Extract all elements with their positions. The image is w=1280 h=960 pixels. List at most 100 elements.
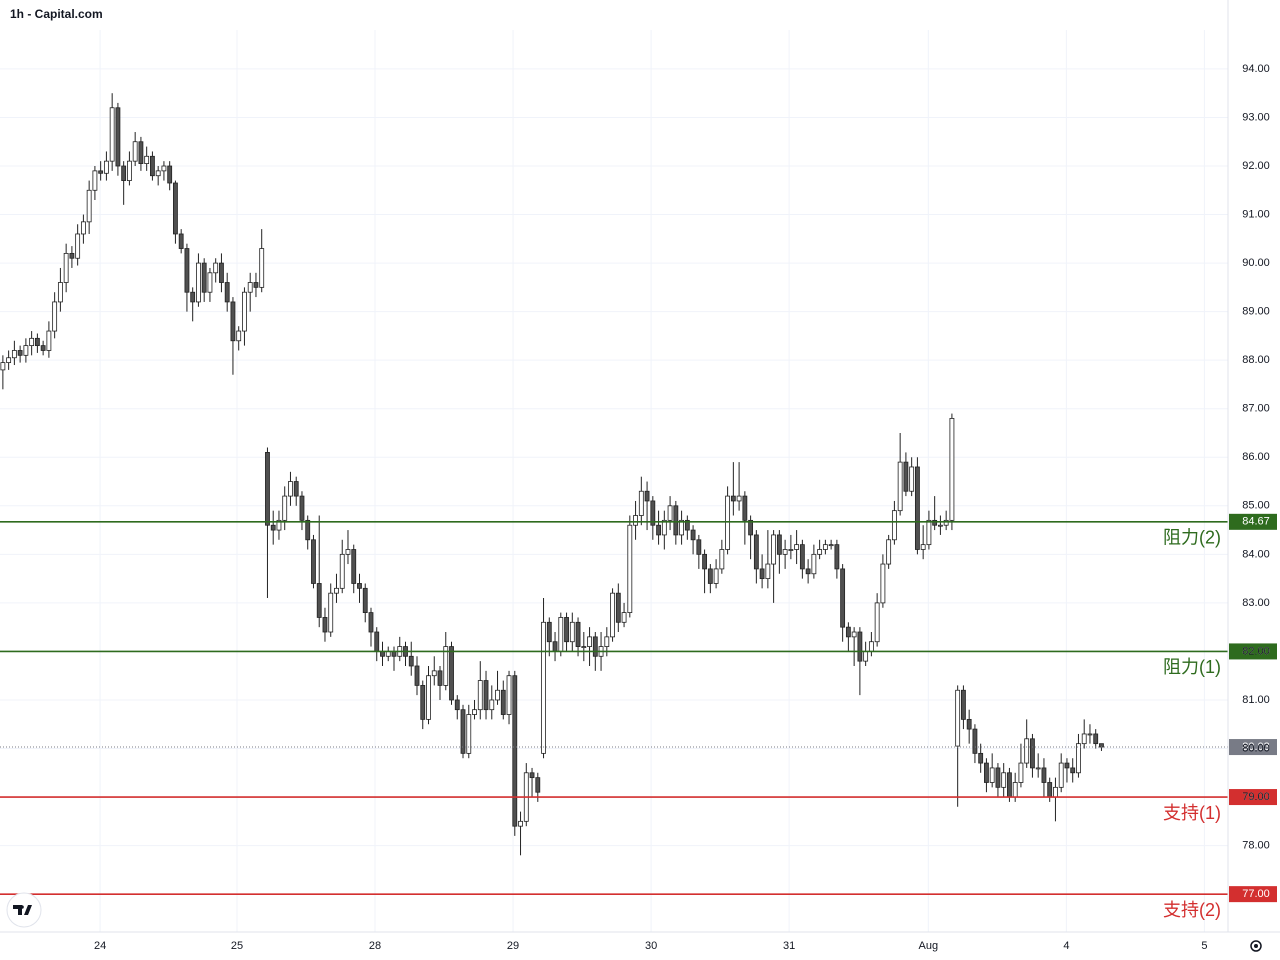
candle-body (903, 461, 909, 492)
x-tick-label: 5 (1201, 940, 1207, 952)
candle-body (454, 699, 460, 711)
x-tick-label: 30 (645, 940, 657, 952)
settings-icon[interactable] (1250, 940, 1262, 952)
candle-body (247, 282, 253, 293)
candle-body (920, 544, 926, 550)
candle-body (886, 539, 892, 565)
candle-body (581, 646, 587, 648)
candle-body (638, 490, 644, 516)
candle-body (109, 107, 115, 162)
candle-body (207, 272, 213, 293)
candle-body (270, 524, 276, 531)
candle-body (840, 568, 846, 628)
candle-body (500, 689, 506, 715)
candle-body (736, 495, 742, 502)
candle-body (253, 282, 259, 288)
candle-body (753, 534, 759, 570)
candle-body (334, 587, 339, 594)
candle-body (115, 107, 121, 167)
candle-body (627, 524, 633, 613)
candle-body (914, 466, 920, 550)
candle-body (357, 583, 362, 589)
candle-body (443, 646, 449, 686)
y-tick-label: 78.00 (1242, 840, 1270, 852)
y-tick-label: 83.00 (1242, 597, 1270, 609)
candle-body (80, 221, 86, 235)
candle-body (512, 675, 518, 827)
candle-body (282, 495, 288, 521)
candle-body (782, 549, 788, 555)
candle-body (552, 641, 558, 652)
candle-body (1007, 772, 1012, 798)
candle-body (6, 357, 12, 364)
candle-body (984, 762, 989, 783)
candle-body (621, 612, 627, 623)
candle-body (69, 252, 75, 259)
candle-body (351, 549, 357, 584)
candle-body (558, 617, 564, 652)
candle-body (874, 602, 880, 643)
candle-body (144, 155, 150, 164)
candle-body (943, 519, 949, 526)
candle-body (673, 505, 679, 536)
candle-body (863, 651, 869, 662)
candle-body (759, 568, 765, 580)
candle-body (420, 685, 426, 720)
candle-body (1058, 762, 1064, 788)
candle-body (17, 350, 23, 356)
level-name: 阻力(2) (1163, 528, 1221, 548)
candle-body (633, 515, 638, 526)
candle-body (495, 689, 500, 701)
candle-body (52, 301, 58, 332)
x-tick-label: 29 (507, 940, 519, 952)
candle-body (955, 689, 961, 747)
candle-body (489, 699, 495, 711)
level-price-box (1229, 513, 1277, 530)
candle-body (132, 141, 138, 162)
candle-body (932, 519, 938, 526)
candle-body (546, 621, 552, 643)
candle-body (224, 282, 230, 303)
candle-body (1030, 738, 1035, 769)
x-tick-label: Aug (919, 940, 939, 952)
x-tick-label: 24 (94, 940, 106, 952)
x-tick-label: 25 (231, 940, 243, 952)
candle-body (161, 165, 167, 172)
candle-body (86, 189, 92, 223)
y-tick-label: 90.00 (1242, 257, 1270, 269)
candle-body (719, 549, 725, 570)
candle-body (57, 282, 63, 303)
candle-body (702, 553, 708, 570)
candle-body (138, 141, 144, 164)
candle-body (11, 350, 17, 359)
candle-body (805, 568, 811, 575)
candle-body (667, 505, 673, 521)
candle-body (483, 680, 489, 711)
candle-body (477, 680, 483, 711)
candle-body (817, 549, 823, 555)
candle-body (1018, 762, 1024, 783)
candle-body (518, 820, 523, 827)
candle-body (103, 160, 109, 174)
candle-body (34, 337, 40, 347)
y-tick-label: 94.00 (1242, 63, 1270, 75)
candle-body (966, 718, 972, 730)
candle-body (845, 626, 851, 638)
overlays: 84.67 阻力(2) 82.00 阻力(1) 79.00 支持(1) 77.00 支持(2)… (0, 513, 1277, 920)
candle-body (265, 452, 270, 526)
candle-body (1093, 733, 1099, 745)
candle-body (437, 670, 443, 686)
candle-body (989, 767, 995, 783)
candle-body (891, 510, 897, 541)
candle-body (742, 495, 748, 521)
candle-body (748, 519, 754, 536)
candle-body (0, 362, 6, 371)
level-price-box (1229, 789, 1277, 806)
y-tick-label: 92.00 (1242, 160, 1270, 172)
candle-body (472, 709, 477, 715)
candle-body (661, 519, 667, 536)
candle-body (46, 330, 52, 351)
candle-body (1001, 772, 1007, 788)
candle-body (328, 592, 334, 633)
candle-body (219, 262, 224, 283)
